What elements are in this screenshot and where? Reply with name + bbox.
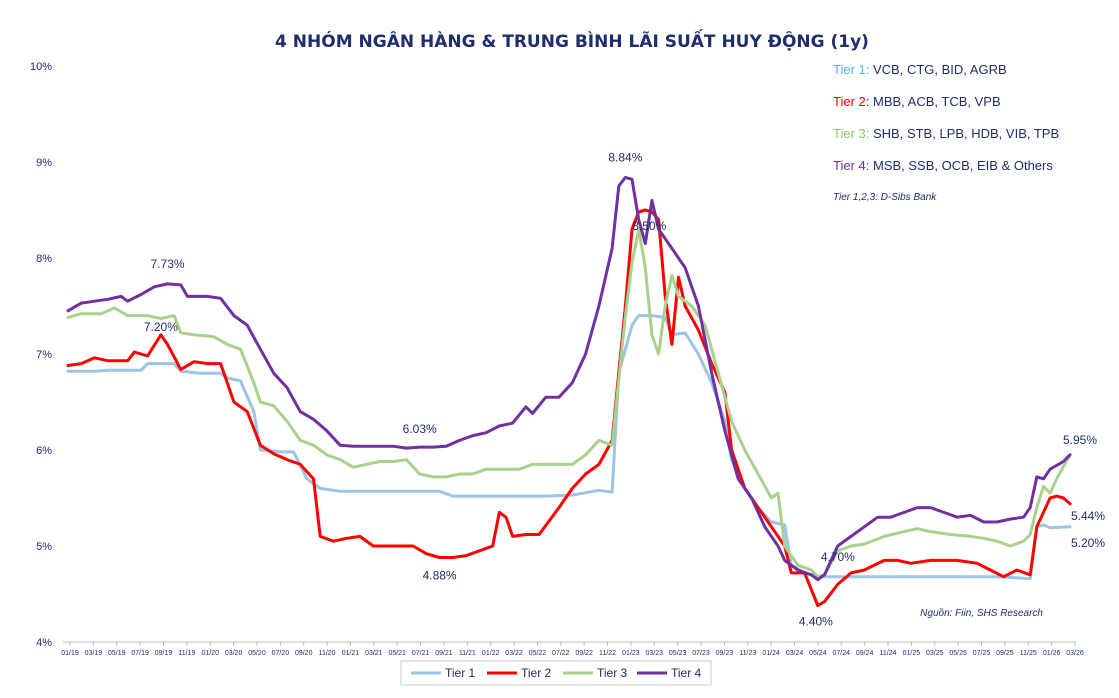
- data-label: 7.73%: [151, 257, 185, 271]
- legend-label-tier-1: Tier 1: [445, 666, 476, 680]
- x-tick-label: 07/23: [692, 650, 710, 657]
- y-axis: 4% 5% 6% 7% 8% 9% 10%: [30, 61, 52, 649]
- x-tick-label: 11/20: [319, 650, 336, 657]
- data-label: 4.88%: [423, 569, 457, 583]
- x-tick-label: 07/25: [973, 650, 991, 657]
- series-line-tier-3: [66, 227, 1072, 579]
- x-tick-label: 03/24: [786, 650, 804, 657]
- x-tick-label: 01/23: [622, 650, 640, 657]
- x-tick-label: 07/21: [412, 650, 430, 657]
- x-tick-label: 07/22: [552, 650, 570, 657]
- x-tick-label: 07/20: [272, 650, 290, 657]
- x-tick-label: 11/23: [739, 650, 756, 657]
- data-label: 5.20%: [1071, 536, 1105, 550]
- x-tick-label: 01/19: [61, 650, 79, 657]
- data-label: 4.70%: [821, 550, 855, 564]
- x-tick-label: 09/23: [716, 650, 734, 657]
- x-tick-label: 05/19: [108, 650, 126, 657]
- legend-label-tier-3: Tier 3: [597, 666, 628, 680]
- chart-title: 4 NHÓM NGÂN HÀNG & TRUNG BÌNH LÃI SUẤT H…: [275, 28, 869, 52]
- tier-legend-item: Tier 4: MSB, SSB, OCB, EIB & Others: [833, 158, 1053, 173]
- dsibs-note: Tier 1,2,3: D-Sibs Bank: [833, 192, 937, 203]
- x-axis: 01/19 03/19 05/19 07/19 09/19 11/19 01/20 03/20…: [61, 642, 1084, 657]
- tier-legend-banks: VCB, CTG, BID, AGRB: [873, 62, 1007, 77]
- tier-legend-item: Tier 2: MBB, ACB, TCB, VPB: [833, 94, 1001, 109]
- series-line-tier-1: [66, 314, 1072, 581]
- tier-legend: Tier 1: VCB, CTG, BID, AGRB Tier 2: MBB, …: [833, 62, 1059, 173]
- x-tick-label: 01/20: [201, 650, 219, 657]
- x-tick-label: 05/22: [529, 650, 547, 657]
- tier-legend-banks: MSB, SSB, OCB, EIB & Others: [873, 158, 1053, 173]
- tier-legend-label: Tier 1:: [833, 62, 873, 77]
- x-tick-label: 05/24: [809, 650, 827, 657]
- legend-label-tier-4: Tier 4: [671, 666, 702, 680]
- x-tick-label: 09/24: [856, 650, 874, 657]
- x-tick-label: 09/20: [295, 650, 313, 657]
- x-tick-label: 05/23: [669, 650, 687, 657]
- x-tick-label: 11/24: [880, 650, 897, 657]
- x-tick-label: 03/20: [225, 650, 243, 657]
- x-tick-label: 03/19: [85, 650, 103, 657]
- x-tick-label: 09/22: [575, 650, 593, 657]
- data-label: 8.84%: [608, 150, 642, 164]
- tier-legend-banks: MBB, ACB, TCB, VPB: [873, 94, 1001, 109]
- tier-legend-banks: SHB, STB, LPB, HDB, VIB, TPB: [873, 126, 1059, 141]
- x-tick-label: 05/21: [388, 650, 406, 657]
- tier-legend-item: Tier 3: SHB, STB, LPB, HDB, VIB, TPB: [833, 126, 1059, 141]
- y-tick-label: 8%: [36, 253, 52, 265]
- source-note: Nguồn: Fiin, SHS Research: [920, 607, 1043, 619]
- x-tick-label: 01/25: [903, 650, 921, 657]
- tier-legend-label: Tier 3:: [833, 126, 873, 141]
- x-tick-label: 05/25: [949, 650, 967, 657]
- y-tick-label: 5%: [36, 541, 52, 553]
- data-label: 6.03%: [403, 422, 437, 436]
- data-label: 7.20%: [144, 320, 178, 334]
- y-tick-label: 9%: [36, 157, 52, 169]
- x-tick-label: 03/25: [926, 650, 944, 657]
- y-tick-label: 10%: [30, 61, 52, 73]
- series-line-tier-2: [66, 208, 1072, 607]
- x-tick-label: 11/25: [1020, 650, 1037, 657]
- annotations: 7.73% 7.20% 6.03% 4.88% 8.84% 8.50% 4.70% 4.40%…: [144, 150, 1105, 628]
- y-tick-label: 7%: [36, 349, 52, 361]
- data-label: 8.50%: [632, 219, 666, 233]
- x-tick-label: 03/21: [365, 650, 383, 657]
- data-label: 5.95%: [1063, 433, 1097, 447]
- data-label: 4.40%: [799, 615, 833, 629]
- x-tick-label: 01/24: [762, 650, 780, 657]
- x-tick-label: 11/19: [178, 650, 195, 657]
- tier-legend-label: Tier 2:: [833, 94, 873, 109]
- legend-label-tier-2: Tier 2: [521, 666, 552, 680]
- y-tick-label: 4%: [36, 637, 52, 649]
- legend: Tier 1 Tier 2 Tier 3 Tier 4: [400, 660, 712, 686]
- x-tick-label: 03/22: [505, 650, 523, 657]
- tier-legend-label: Tier 4:: [833, 158, 873, 173]
- x-tick-label: 07/19: [131, 650, 149, 657]
- x-tick-label: 09/25: [996, 650, 1014, 657]
- plot-area: [66, 175, 1072, 607]
- tier-legend-item: Tier 1: VCB, CTG, BID, AGRB: [833, 62, 1007, 77]
- x-tick-label: 01/26: [1043, 650, 1061, 657]
- x-tick-label: 01/21: [342, 650, 360, 657]
- y-tick-label: 6%: [36, 445, 52, 457]
- x-tick-label: 03/26: [1066, 650, 1084, 657]
- x-tick-label: 01/22: [482, 650, 500, 657]
- series-line-tier-4: [66, 175, 1072, 582]
- x-tick-label: 09/21: [435, 650, 453, 657]
- x-tick-label: 05/20: [248, 650, 266, 657]
- x-tick-label: 07/24: [833, 650, 851, 657]
- x-tick-label: 03/23: [646, 650, 664, 657]
- data-label: 5.44%: [1071, 509, 1105, 523]
- x-tick-label: 09/19: [155, 650, 173, 657]
- x-tick-label: 11/22: [599, 650, 616, 657]
- x-tick-label: 11/21: [459, 650, 476, 657]
